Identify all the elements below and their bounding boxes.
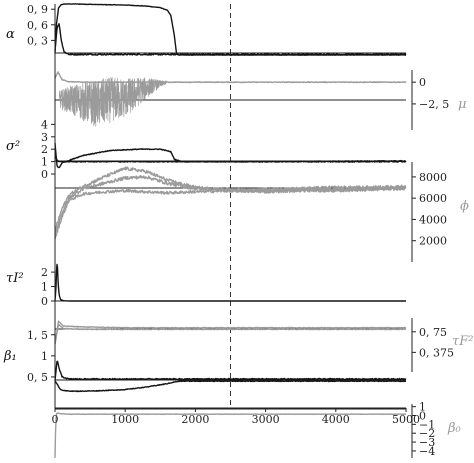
beta0-tick-label-0: 1 <box>419 401 426 414</box>
reference-lines <box>55 4 406 410</box>
sigma2-tick-label-4: 4 <box>41 118 48 131</box>
beta1-tick-label-1: 1 <box>41 350 48 363</box>
tau2I-tick-label-1: 1 <box>41 281 48 294</box>
mu-series-0 <box>54 71 407 84</box>
tau2I-tick-label-2: 2 <box>41 266 48 279</box>
mu-tick-label-0: 0 <box>419 76 426 89</box>
beta1-tick-label-0: 0, 5 <box>27 371 48 384</box>
beta0-tick-label-2: −1 <box>419 418 435 431</box>
sigma2-label: σ² <box>6 139 20 154</box>
tau2I-tick-label-0: 0 <box>41 295 48 308</box>
sigma2-tick-label-2: 2 <box>41 143 48 156</box>
phi-series-2 <box>54 166 407 231</box>
beta1-series-1 <box>54 380 407 393</box>
tau2I-label: τI² <box>6 271 24 286</box>
tau2F-tick-label-0: 0, 75 <box>419 326 447 339</box>
x-tick-label-0: 0 <box>52 413 59 426</box>
tau2F-label: τF² <box>452 334 473 349</box>
alpha-tick-label-1: 0, 6 <box>27 19 48 32</box>
alpha-series-1 <box>54 23 407 56</box>
beta1-tick-label-2: 1, 5 <box>27 329 48 342</box>
phi-tick-label-3: 8000 <box>419 171 447 184</box>
panel-labels-layer: α μ σ² ϕ τI² τF² β₁ β₀ <box>3 27 473 436</box>
sigma2-tick-label-3: 3 <box>41 131 48 144</box>
x-tick-label-4000: 4000 <box>322 413 350 426</box>
mu-tick-label-1: −2, 5 <box>419 98 449 111</box>
x-tick-label-2000: 2000 <box>181 413 209 426</box>
beta0-series-0 <box>54 412 407 458</box>
phi-label: ϕ <box>460 199 469 214</box>
sigma2-series-0 <box>54 142 407 169</box>
phi-tick-label-0: 2000 <box>419 235 447 248</box>
phi-tick-label-2: 6000 <box>419 192 447 205</box>
beta0-tick-label-1: 0 <box>419 410 426 423</box>
tau2F_b-tick-label-0: 0, 375 <box>419 346 454 359</box>
beta0-label: β₀ <box>447 421 462 436</box>
beta0-tick-label-5: −4 <box>419 445 435 458</box>
tau2F-series-0 <box>54 320 407 344</box>
alpha-series-0 <box>54 3 407 56</box>
beta1-label: β₁ <box>3 349 17 364</box>
series-layer <box>54 3 407 458</box>
alpha-label: α <box>6 27 15 42</box>
beta0-tick-label-3: −2 <box>419 427 435 440</box>
x-tick-label-3000: 3000 <box>252 413 280 426</box>
beta0-tick-label-4: −3 <box>419 436 435 449</box>
phi-tick-label-1: 4000 <box>419 213 447 226</box>
sigma2-tick-label-1: 1 <box>41 156 48 169</box>
alpha-tick-label-0: 0, 3 <box>27 34 48 47</box>
sigma2-tick-label-0: 0 <box>41 168 48 181</box>
beta1-series-0 <box>54 360 407 382</box>
tau2I-series-0 <box>54 263 407 302</box>
mu-series-1 <box>58 76 168 127</box>
mu-label: μ <box>458 97 466 112</box>
sigma2-series-1 <box>54 155 407 163</box>
tau2F-series-1 <box>54 323 407 345</box>
alpha-tick-label-2: 0, 9 <box>27 3 48 16</box>
axes-layer <box>51 4 416 458</box>
x-tick-label-1000: 1000 <box>111 413 139 426</box>
x-tick-label-5000: 5000 <box>392 413 420 426</box>
